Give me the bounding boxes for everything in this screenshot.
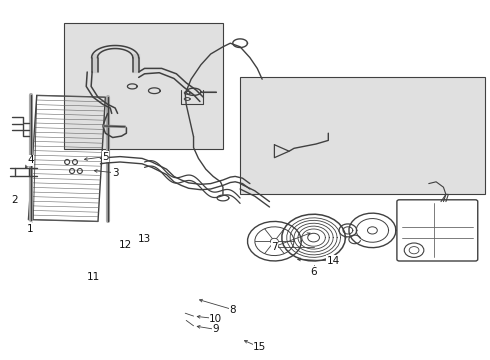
Text: 13: 13 bbox=[138, 234, 151, 244]
Bar bbox=[64, 23, 223, 149]
Text: 8: 8 bbox=[229, 305, 236, 315]
Circle shape bbox=[409, 247, 419, 254]
Text: 1: 1 bbox=[27, 224, 34, 234]
Circle shape bbox=[270, 238, 278, 244]
Text: 10: 10 bbox=[209, 314, 222, 324]
Circle shape bbox=[404, 243, 424, 257]
Bar bbox=[240, 77, 485, 194]
Text: 6: 6 bbox=[310, 267, 317, 277]
Text: 7: 7 bbox=[271, 242, 278, 252]
Text: 11: 11 bbox=[86, 272, 100, 282]
Text: 5: 5 bbox=[102, 152, 109, 162]
Circle shape bbox=[308, 233, 319, 242]
Text: 9: 9 bbox=[212, 324, 219, 334]
Text: 3: 3 bbox=[112, 168, 119, 178]
Text: 14: 14 bbox=[326, 256, 340, 266]
Text: 15: 15 bbox=[253, 342, 267, 352]
Circle shape bbox=[368, 227, 377, 234]
FancyBboxPatch shape bbox=[397, 200, 478, 261]
Text: 2: 2 bbox=[11, 195, 18, 205]
Text: 12: 12 bbox=[118, 240, 132, 250]
Text: 4: 4 bbox=[27, 155, 34, 165]
